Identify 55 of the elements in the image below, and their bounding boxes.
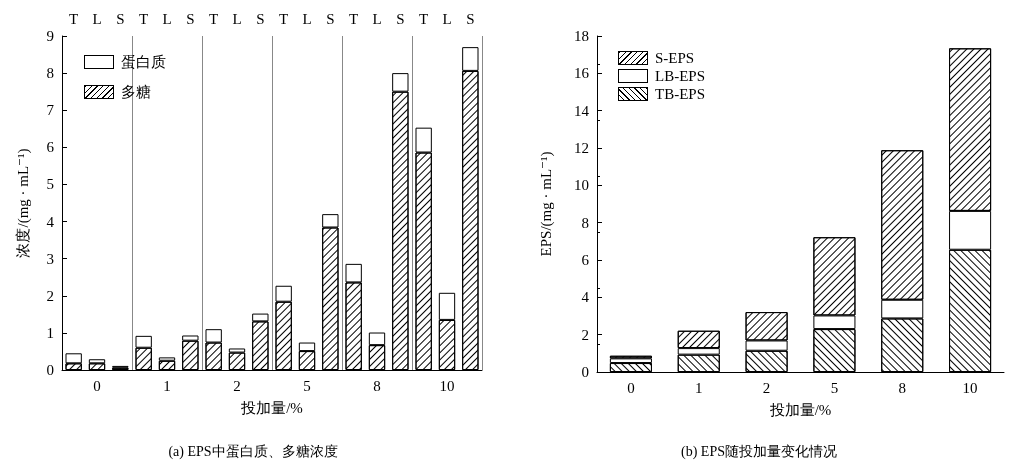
y-tick-label: 3: [46, 250, 54, 267]
x-tick-label: T: [209, 10, 219, 27]
y-tick-label: 0: [46, 362, 54, 378]
x-tick-label: T: [349, 10, 359, 27]
y-tick-label: 4: [581, 289, 590, 306]
x-tick-label: S: [466, 10, 475, 27]
x-tick-label: L: [232, 10, 242, 27]
x-tick-label: T: [419, 10, 429, 27]
x-tick-label: L: [302, 10, 312, 27]
y-tick-label: 4: [46, 213, 55, 230]
x-tick-label: 5: [830, 379, 839, 396]
text: (b) EPS随投加量变化情况: [681, 443, 837, 460]
y-tick-label: 8: [581, 214, 589, 231]
x-tick-label: S: [326, 10, 335, 27]
legend-label: TB-EPS: [655, 85, 706, 103]
y-tick-label: 16: [574, 65, 590, 82]
x-tick-label: S: [396, 10, 405, 27]
y-tick-label: 7: [46, 102, 55, 119]
x-tick-label: S: [116, 10, 125, 27]
y-tick-label: 8: [46, 65, 54, 82]
x-tick-label: L: [372, 10, 382, 27]
x-tick-label: T: [139, 10, 149, 27]
x-tick-label: L: [442, 10, 452, 27]
x-tick-label: 0: [627, 379, 635, 396]
legend-label: S-EPS: [655, 49, 695, 67]
y-tick-label: 18: [574, 28, 589, 44]
x-tick-label: 10: [962, 379, 978, 396]
y-tick-label: 2: [46, 287, 54, 304]
x-tick-label: S: [186, 10, 195, 27]
y-tick-label: 14: [574, 102, 590, 119]
x-tick-label: 1: [695, 379, 703, 396]
x-axis-title: 投加量/%: [768, 401, 832, 418]
x-tick-label: L: [92, 10, 102, 27]
y-tick-label: 2: [581, 326, 589, 343]
y-axis-title: EPS/(mg · mL⁻¹): [537, 151, 555, 257]
legend-label: 蛋白质: [121, 52, 166, 72]
text: (a) EPS中蛋白质、多糖浓度: [168, 443, 338, 460]
y-axis-title: 浓度/(mg · mL⁻¹): [14, 148, 32, 258]
x-tick-label: 8: [898, 379, 906, 396]
y-tick-label: 5: [46, 176, 54, 193]
x-tick-label: L: [162, 10, 172, 27]
x-tick-label: S: [256, 10, 265, 27]
y-tick-label: 12: [574, 140, 589, 156]
x-axis-title: 投加量/%: [240, 399, 303, 416]
x-tick-label: 2: [762, 379, 771, 396]
y-tick-label: 1: [46, 324, 54, 341]
x-tick-label: T: [69, 10, 79, 27]
y-tick-label: 9: [46, 28, 54, 44]
y-tick-label: 10: [574, 177, 589, 194]
x-tick-label: T: [279, 10, 289, 27]
y-tick-label: 6: [581, 252, 590, 268]
legend-label: LB-EPS: [655, 67, 706, 85]
y-tick-label: 6: [46, 139, 55, 156]
y-tick-label: 0: [581, 364, 589, 380]
legend-label: 多糖: [121, 82, 151, 102]
